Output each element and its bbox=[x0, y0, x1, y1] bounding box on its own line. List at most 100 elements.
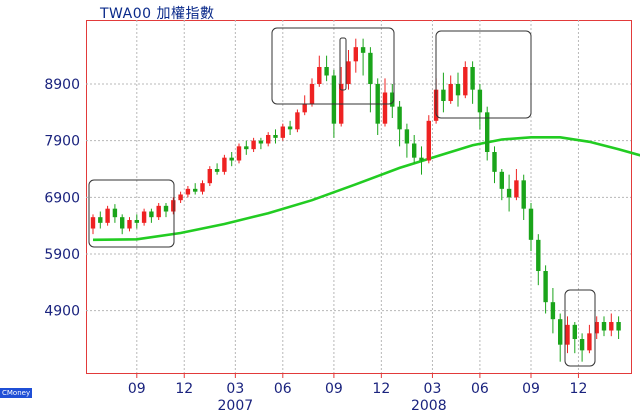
candle-body bbox=[521, 180, 526, 209]
annotation-box-2006 bbox=[88, 179, 175, 248]
candle-body bbox=[141, 211, 147, 223]
candle-body bbox=[390, 92, 395, 107]
candle bbox=[536, 234, 541, 286]
candle bbox=[455, 72, 461, 107]
candle bbox=[390, 84, 395, 119]
x-tick-label: 03 bbox=[424, 381, 442, 397]
candle bbox=[521, 174, 526, 221]
candle-body bbox=[331, 75, 337, 124]
candle bbox=[514, 169, 519, 201]
candle-body bbox=[441, 89, 446, 102]
candle bbox=[368, 47, 373, 113]
candle bbox=[594, 316, 599, 340]
candle bbox=[90, 214, 96, 235]
candle bbox=[550, 288, 556, 334]
candle-body bbox=[251, 140, 256, 150]
candle bbox=[295, 109, 300, 133]
annotation-box-peak-2007 bbox=[271, 27, 395, 105]
candle-body bbox=[485, 112, 490, 153]
candle-body bbox=[353, 47, 358, 62]
candle-body bbox=[156, 205, 161, 218]
candle bbox=[506, 174, 512, 212]
y-tick-label: 6900 bbox=[44, 190, 80, 206]
candle bbox=[273, 129, 278, 144]
x-tick-label: 06 bbox=[274, 381, 292, 397]
x-tick-label: 06 bbox=[471, 381, 489, 397]
candle bbox=[448, 75, 453, 104]
candle bbox=[324, 55, 329, 82]
y-tick-label: 4900 bbox=[44, 304, 80, 320]
candle bbox=[470, 61, 475, 104]
candle bbox=[419, 146, 424, 175]
candle-body bbox=[404, 129, 410, 144]
candle-body bbox=[382, 92, 388, 124]
chart-title: TWA00 加權指數 bbox=[100, 6, 215, 22]
candle-body bbox=[120, 217, 125, 229]
candle-body bbox=[419, 157, 424, 161]
candle-body bbox=[149, 211, 154, 218]
grid-lines bbox=[86, 20, 631, 373]
candle-body bbox=[558, 319, 563, 345]
candle bbox=[287, 120, 293, 136]
candle-body bbox=[222, 157, 227, 172]
candle bbox=[185, 186, 191, 198]
candle bbox=[609, 313, 614, 337]
candle-body bbox=[463, 66, 468, 96]
candle-body bbox=[477, 89, 483, 113]
annotation-box-peak-2008 bbox=[435, 30, 532, 119]
candle bbox=[404, 123, 410, 158]
candle bbox=[565, 316, 570, 354]
y-tick-label: 5900 bbox=[44, 247, 80, 263]
candle-body bbox=[324, 66, 329, 76]
candle bbox=[214, 163, 220, 175]
x-tick-label: 09 bbox=[522, 381, 540, 397]
x-tick-label: 12 bbox=[570, 381, 588, 397]
candle-body bbox=[112, 208, 118, 218]
candle-body bbox=[185, 188, 191, 195]
candle-body bbox=[295, 112, 300, 130]
candle bbox=[579, 333, 585, 362]
candle-body bbox=[229, 157, 234, 161]
candle bbox=[346, 49, 351, 90]
candle bbox=[207, 166, 212, 187]
candle-body bbox=[550, 302, 556, 320]
x-tick-label: 12 bbox=[175, 381, 193, 397]
candle bbox=[543, 265, 548, 314]
candle bbox=[171, 197, 176, 215]
candle-body bbox=[455, 84, 461, 96]
candle bbox=[149, 208, 154, 223]
candle bbox=[105, 205, 110, 226]
annotation-box-peak-2007-inner bbox=[339, 37, 347, 91]
candle bbox=[251, 137, 256, 153]
candle bbox=[492, 146, 497, 184]
candle bbox=[98, 211, 103, 229]
candle-body bbox=[287, 126, 293, 130]
x-tick-label: 09 bbox=[128, 381, 146, 397]
candle bbox=[244, 140, 249, 155]
candle bbox=[309, 78, 315, 107]
candle-body bbox=[397, 106, 402, 130]
x-year-label: 2008 bbox=[411, 398, 447, 414]
candle-body bbox=[105, 208, 110, 223]
candle bbox=[120, 214, 125, 235]
candle-body bbox=[412, 143, 417, 158]
candles bbox=[90, 38, 621, 362]
candle-body bbox=[346, 61, 351, 84]
candle-body bbox=[90, 217, 96, 229]
annotation-box-bottom-2008 bbox=[564, 289, 596, 367]
candle-body bbox=[280, 126, 285, 138]
candle bbox=[601, 316, 607, 337]
candle bbox=[463, 61, 468, 99]
candle-body bbox=[244, 146, 249, 150]
candle-body bbox=[236, 146, 242, 161]
candle-body bbox=[579, 339, 585, 351]
candle bbox=[141, 208, 147, 226]
candle-body bbox=[499, 171, 504, 189]
candle-body bbox=[506, 188, 512, 198]
candle-body bbox=[98, 217, 103, 223]
candle bbox=[134, 214, 139, 229]
candle-body bbox=[565, 324, 570, 345]
y-tick-label: 7900 bbox=[44, 134, 80, 150]
candle bbox=[616, 316, 621, 340]
candle-body bbox=[171, 200, 176, 212]
